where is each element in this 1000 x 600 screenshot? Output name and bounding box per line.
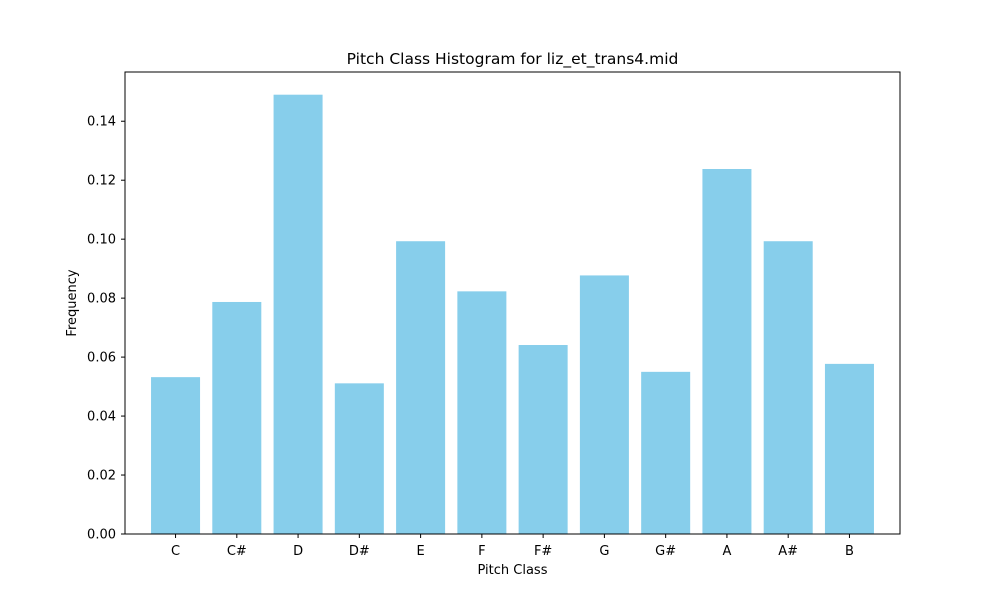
bar-d [273,94,323,534]
y-tick-label: 0.06 [87,351,116,366]
x-tick-label: F [478,544,485,559]
x-tick-label: D [293,544,303,559]
bar-c [151,377,201,534]
x-tick-label: D# [349,544,370,559]
y-tick-label: 0.14 [87,115,116,130]
bar-f-sharp [518,345,568,534]
x-tick-label: A [722,544,731,559]
bar-g-sharp [641,371,691,534]
plot-frame [124,71,901,535]
x-tick-label: A# [778,544,798,559]
bar-c-sharp [212,301,262,534]
y-tick-label: 0.00 [87,528,116,543]
y-tick-label: 0.10 [87,233,116,248]
bar-e [396,241,446,535]
x-tick-label: E [416,544,424,559]
x-axis-label: Pitch Class [478,563,548,578]
x-tick-label: C# [227,544,247,559]
chart-title: Pitch Class Histogram for liz_et_trans4.… [347,50,679,69]
y-axis-label: Frequency [65,269,80,336]
bar-d-sharp [334,383,384,534]
bar-b [824,363,874,534]
y-tick-label: 0.08 [87,292,116,307]
y-tick-label: 0.04 [87,410,116,425]
y-tick-label: 0.02 [87,469,116,484]
bar-a-sharp [763,241,813,535]
x-tick-label: C [171,544,180,559]
y-axis-ticks: 0.00 0.02 0.04 0.06 0.08 0.10 0.12 0.14 [87,115,125,543]
x-tick-label: G [599,544,609,559]
bars-group [151,94,874,535]
bar-a [702,169,752,534]
bar-g [579,275,629,534]
x-tick-label: F# [534,544,552,559]
x-tick-label: G# [655,544,676,559]
bar-f [457,291,507,534]
x-tick-label: B [845,544,854,559]
x-axis-ticks: C C# D D# E F F# G G# A A# B [171,534,854,559]
y-tick-label: 0.12 [87,174,116,189]
